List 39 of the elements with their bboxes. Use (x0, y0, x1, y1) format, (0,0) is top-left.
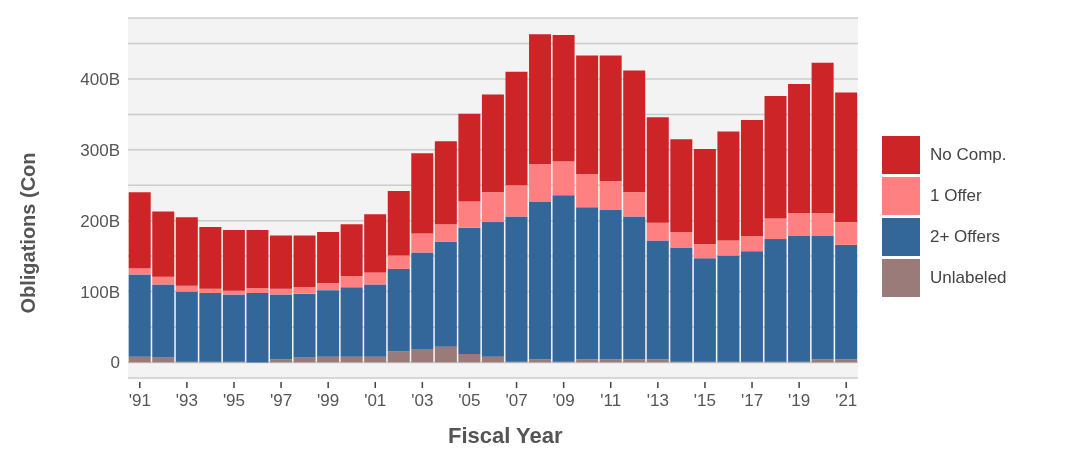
x-tick-label: '09 (552, 391, 575, 410)
bar (270, 294, 292, 360)
bar (128, 268, 151, 275)
bar (740, 236, 763, 252)
x-tick-label: '95 (222, 391, 246, 410)
bar (529, 163, 552, 202)
x-tick-label: '01 (364, 391, 387, 410)
x-tick-label: '07 (505, 391, 528, 410)
legend-label: Unlabeled (930, 268, 1007, 288)
y-tick-label: 100B (80, 282, 120, 302)
bar (529, 34, 552, 164)
y-tick-label: 300B (80, 140, 120, 160)
x-tick-label: '15 (693, 391, 717, 410)
legend-label: No Comp. (930, 145, 1007, 165)
x-tick-label: '17 (740, 391, 764, 410)
bar (152, 276, 175, 285)
y-tick-label: 200B (80, 211, 120, 231)
x-tick-label: '21 (835, 391, 858, 410)
x-tick-label: '03 (411, 391, 434, 410)
bar (740, 120, 763, 237)
bar (740, 251, 763, 362)
bar (411, 233, 434, 253)
y-tick-label: 0 (110, 353, 120, 373)
bar (387, 255, 410, 269)
legend-label: 2+ Offers (930, 227, 1001, 247)
x-axis-title: Fiscal Year (448, 423, 563, 449)
x-tick-label: '99 (317, 391, 340, 410)
x-tick-label: '11 (600, 391, 622, 410)
legend-label: 1 Offer (930, 186, 982, 206)
x-tick-label: '91 (128, 391, 151, 410)
x-tick-label: '97 (269, 391, 293, 410)
y-axis-title: Obligations (Con (16, 152, 40, 314)
x-tick-label: '05 (458, 391, 481, 410)
bar (529, 201, 552, 360)
x-tick-label: '13 (646, 391, 669, 410)
y-tick-label: 400B (80, 69, 120, 89)
bar (270, 235, 292, 289)
x-tick-label: '19 (788, 391, 811, 410)
x-tick-label: '93 (175, 391, 198, 410)
